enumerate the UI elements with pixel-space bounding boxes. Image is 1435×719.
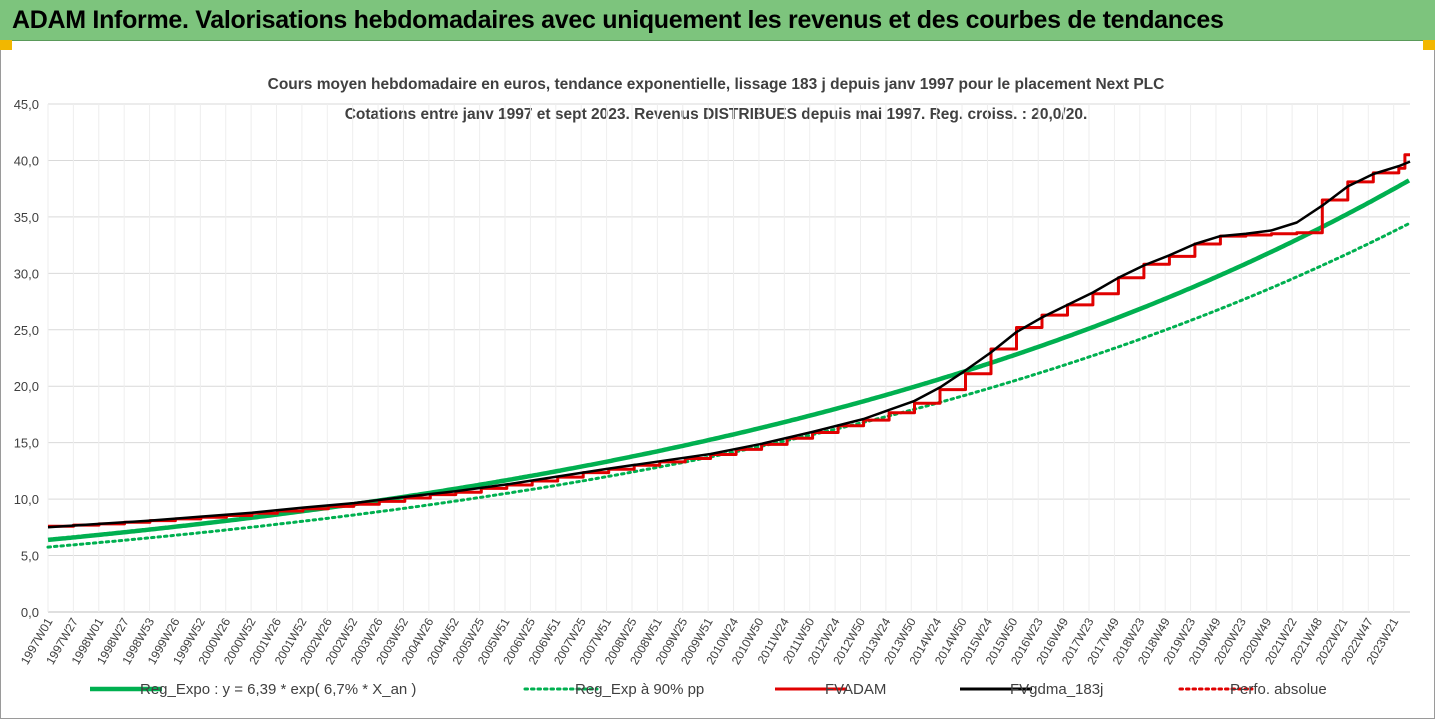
chart-title-line1: Cours moyen hebdomadaire en euros, tenda… (268, 76, 1165, 93)
header-banner: ADAM Informe. Valorisations hebdomadaire… (0, 0, 1435, 41)
series-line-3 (47, 160, 1411, 529)
y-tick-label: 15,0 (14, 436, 39, 451)
y-tick-label: 30,0 (14, 266, 39, 281)
legend-label-3: FVgdma_183j (1010, 681, 1103, 698)
page-title: ADAM Informe. Valorisations hebdomadaire… (12, 6, 1224, 34)
y-tick-label: 5,0 (21, 549, 39, 564)
series-line-1 (46, 222, 1411, 549)
series-line-0 (47, 178, 1411, 543)
y-tick-label: 25,0 (14, 323, 39, 338)
legend: Reg_Expo : y = 6,39 * exp( 6,7% * X_an )… (90, 681, 1327, 698)
series-layer (46, 153, 1411, 549)
y-tick-label: 10,0 (14, 492, 39, 507)
chart-title-line2: Cotations entre janv 1997 et sept 2023. … (345, 106, 1088, 123)
corner-accent-left (0, 40, 12, 50)
gridlines (47, 103, 1410, 613)
y-tick-label: 20,0 (14, 379, 39, 394)
legend-label-4: Perfo. absolue (1230, 681, 1327, 698)
corner-accent-right (1423, 40, 1435, 50)
y-tick-label: 45,0 (14, 97, 39, 112)
legend-label-0: Reg_Expo : y = 6,39 * exp( 6,7% * X_an ) (140, 681, 416, 698)
x-axis: 1997W011997W271998W011998W271998W531999W… (18, 615, 1402, 667)
series-line-2 (48, 153, 1410, 528)
legend-label-1: Reg_Exp à 90% pp (575, 681, 704, 698)
y-tick-label: 0,0 (21, 605, 39, 620)
legend-label-2: FVADAM (825, 681, 886, 698)
y-tick-label: 40,0 (14, 153, 39, 168)
y-tick-label: 35,0 (14, 210, 39, 225)
y-axis: 0,0 5,0 10,0 15,0 20,0 25,0 30,0 35,0 40,0 45,0 (14, 97, 39, 620)
